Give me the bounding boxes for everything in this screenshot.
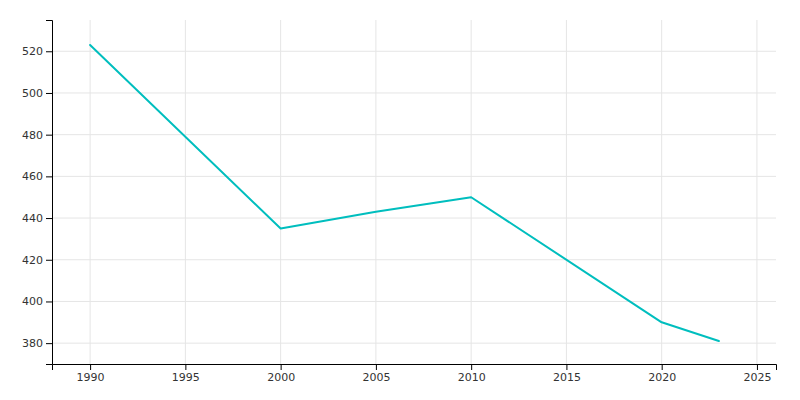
y-tick-mark	[46, 93, 52, 94]
y-tick-label: 500	[22, 87, 43, 100]
grid-line	[471, 20, 472, 364]
x-tick-label: 2020	[648, 371, 676, 384]
grid-line	[52, 92, 776, 93]
x-tick-mark	[471, 364, 472, 370]
y-tick: 480	[22, 129, 52, 142]
x-axis: 1990 1995 2000 2005 2010 2015 2020 2025	[53, 364, 777, 384]
x-tick: 2005	[362, 364, 390, 384]
y-tick-label: 460	[22, 170, 43, 183]
y-tick: 380	[22, 337, 52, 350]
x-tick-mark	[376, 364, 377, 370]
grid-line	[90, 20, 91, 364]
y-tick: 460	[22, 170, 52, 183]
y-tick-mark	[46, 218, 52, 219]
x-tick: 2025	[743, 364, 771, 384]
y-tick-mark	[46, 51, 52, 52]
x-tick: 1995	[172, 364, 200, 384]
x-tick-mark	[281, 364, 282, 370]
grid-line	[52, 259, 776, 260]
x-tick: 1990	[77, 364, 105, 384]
x-tick-label: 2005	[362, 371, 390, 384]
grid-line	[661, 20, 662, 364]
chart: 1990 1995 2000 2005 2010 2015 2020 2025 380 400 42…	[0, 0, 800, 400]
y-tick-label: 480	[22, 129, 43, 142]
y-tick: 440	[22, 212, 52, 225]
y-axis-line	[46, 21, 53, 365]
y-axis: 380 400 420 440 460 480 500 520	[22, 21, 53, 365]
x-tick-mark	[662, 364, 663, 370]
x-tick: 2015	[553, 364, 581, 384]
grid-line	[756, 20, 757, 364]
x-tick-mark	[566, 364, 567, 370]
x-tick-label: 2025	[743, 371, 771, 384]
y-tick: 520	[22, 45, 52, 58]
y-tick-mark	[46, 135, 52, 136]
x-tick-label: 2015	[553, 371, 581, 384]
y-tick-mark	[46, 176, 52, 177]
y-tick: 420	[22, 254, 52, 267]
x-axis-line	[53, 365, 777, 371]
x-tick-label: 1990	[77, 371, 105, 384]
x-tick: 2000	[267, 364, 295, 384]
x-tick-mark	[185, 364, 186, 370]
grid-line	[280, 20, 281, 364]
x-tick-label: 2010	[458, 371, 486, 384]
grid	[52, 20, 776, 364]
line	[90, 45, 719, 341]
grid-line	[52, 301, 776, 302]
x-tick-label: 1995	[172, 371, 200, 384]
x-tick: 2010	[458, 364, 486, 384]
y-tick-mark	[46, 301, 52, 302]
x-tick-label: 2000	[267, 371, 295, 384]
x-tick-mark	[90, 364, 91, 370]
grid-line	[52, 176, 776, 177]
y-tick-label: 440	[22, 212, 43, 225]
x-tick: 2020	[648, 364, 676, 384]
grid-line	[375, 20, 376, 364]
y-tick-mark	[46, 260, 52, 261]
grid-line	[52, 218, 776, 219]
y-tick-label: 420	[22, 254, 43, 267]
grid-line	[185, 20, 186, 364]
y-tick-label: 400	[22, 295, 43, 308]
y-tick-label: 520	[22, 45, 43, 58]
y-tick: 500	[22, 87, 52, 100]
x-tick-mark	[757, 364, 758, 370]
grid-line	[52, 134, 776, 135]
y-tick-mark	[46, 343, 52, 344]
grid-line	[566, 20, 567, 364]
grid-line	[52, 343, 776, 344]
y-tick-label: 380	[22, 337, 43, 350]
plot-area	[90, 45, 719, 341]
y-tick: 400	[22, 295, 52, 308]
grid-line	[52, 51, 776, 52]
